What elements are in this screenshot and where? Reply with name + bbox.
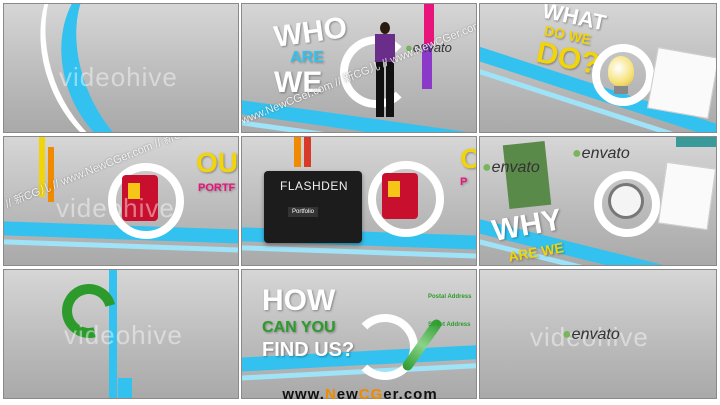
white-ring xyxy=(368,161,444,237)
thumbnail-3[interactable]: WHAT DO WE DO? xyxy=(479,3,717,133)
orange-bar xyxy=(48,147,54,202)
envato-logo-1: ●envato xyxy=(482,159,540,176)
footer-site-url[interactable]: www.NewCGer.com xyxy=(282,386,438,403)
who-text: WHO xyxy=(271,11,350,54)
lightbulb-base-icon xyxy=(614,86,628,94)
teal-bar xyxy=(676,137,716,147)
white-ring xyxy=(592,44,654,106)
thumbnail-8[interactable]: HOW CAN YOU FIND US? Postal Address Stre… xyxy=(241,269,477,399)
thumbnail-7[interactable]: videohive xyxy=(3,269,239,399)
envato-logo: ●envato xyxy=(405,40,452,55)
orange-bar xyxy=(294,137,301,167)
document-icon xyxy=(647,47,716,119)
thumbnail-9[interactable]: videohive ●envato xyxy=(479,269,717,399)
thumbnail-4[interactable]: OU PORTF videohive // 新CG儿 // www.NewCGe… xyxy=(3,136,239,266)
chart-document-icon xyxy=(657,161,716,231)
postal-address-heading: Postal Address xyxy=(428,294,472,300)
envato-logo-2: ●envato xyxy=(572,145,630,162)
find-us-text: FIND US? xyxy=(262,339,355,361)
yellow-bar xyxy=(39,137,45,197)
are-text: ARE xyxy=(290,49,324,66)
envato-logo: ●envato xyxy=(562,326,620,343)
thumbnail-2[interactable]: WHO ARE WE ●envato www.NewCGer.com // 新C… xyxy=(241,3,477,133)
purple-bar xyxy=(422,44,432,89)
street-address-heading: Street Address xyxy=(428,322,471,328)
lightbulb-icon xyxy=(608,56,634,86)
portfolio-book-icon xyxy=(122,175,158,221)
our-text: O xyxy=(460,145,476,173)
thumbnail-6[interactable]: ●envato ●envato WHY ARE WE xyxy=(479,136,717,266)
videohive-watermark: videohive xyxy=(64,320,183,350)
videohive-watermark: videohive xyxy=(56,193,175,223)
videohive-watermark: videohive xyxy=(59,62,178,92)
white-ring xyxy=(108,163,184,239)
how-text: HOW xyxy=(262,284,336,317)
stopwatch-icon xyxy=(608,183,644,219)
flashden-title: FLASHDEN xyxy=(280,179,349,193)
blue-vertical-bar xyxy=(109,270,117,398)
flashden-sub: Portfolio xyxy=(288,207,319,217)
our-text: OU xyxy=(196,147,238,178)
videohive-watermark: videohive xyxy=(530,322,649,352)
white-ring xyxy=(594,171,660,237)
portfolio-text: P xyxy=(460,176,468,188)
red-bar xyxy=(304,137,311,167)
thumbnail-1[interactable]: videohive xyxy=(3,3,239,133)
portfolio-text: PORTF xyxy=(198,182,236,194)
flashden-card: FLASHDEN Portfolio xyxy=(264,171,362,243)
magenta-bar xyxy=(424,4,434,44)
thumbnail-5[interactable]: FLASHDEN Portfolio O P xyxy=(241,136,477,266)
blue-block xyxy=(118,378,132,398)
can-you-text: CAN YOU xyxy=(262,319,336,336)
we-text: WE xyxy=(274,66,323,99)
portfolio-book-icon xyxy=(382,173,418,219)
businessman-figure xyxy=(370,22,400,122)
